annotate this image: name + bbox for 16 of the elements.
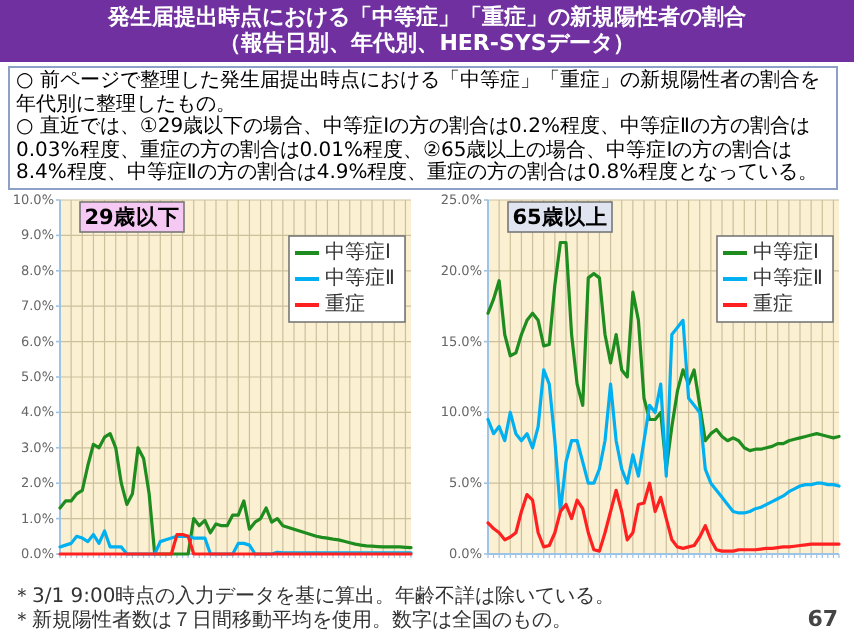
text: ＊3/1 9:00時点の入力データを基に算出。年齢不詳は除いている。 (12, 586, 618, 609)
text: ○ 直近では、①29歳以下の場合、中等症Ⅰの方の割合は0.2%程度、中等症Ⅱの方の割合は0.03%程度、重症の方の割合は0.01%程度、②65歳以上の場合、中等症Ⅰの方の割合は8.4%程度、中等症Ⅱの方の割合は4.9%程度、重症の方の割合は0.8%程度となっている。 (16, 116, 821, 185)
legend-label: 重症 (325, 292, 365, 316)
text: （報告日別、年代別、HER-SYSデータ） (217, 30, 637, 56)
line-series (485, 318, 840, 515)
text: ＊新規陽性者数は７日間移動平均を使用。数字は全国のもの。 (12, 610, 574, 634)
text: 67 (807, 606, 838, 632)
legend-label: 中等症Ⅱ (752, 266, 822, 290)
legend-label: 重症 (752, 292, 792, 316)
legend-label: 中等症Ⅰ (752, 240, 818, 264)
legend-label: 中等症Ⅰ (325, 240, 391, 264)
chart-title: 65歳以上 (511, 204, 607, 230)
legend-label: 中等症Ⅱ (325, 266, 395, 290)
text: ○ 前ページで整理した発生届提出時点における「中等症」「重症」の新規陽性者の割合を年代別に整理したもの。 (16, 70, 822, 115)
chart-title: 29歳以下 (84, 204, 180, 230)
text: 発生届提出時点における「中等症」「重症」の新規陽性者の割合 (105, 4, 748, 30)
